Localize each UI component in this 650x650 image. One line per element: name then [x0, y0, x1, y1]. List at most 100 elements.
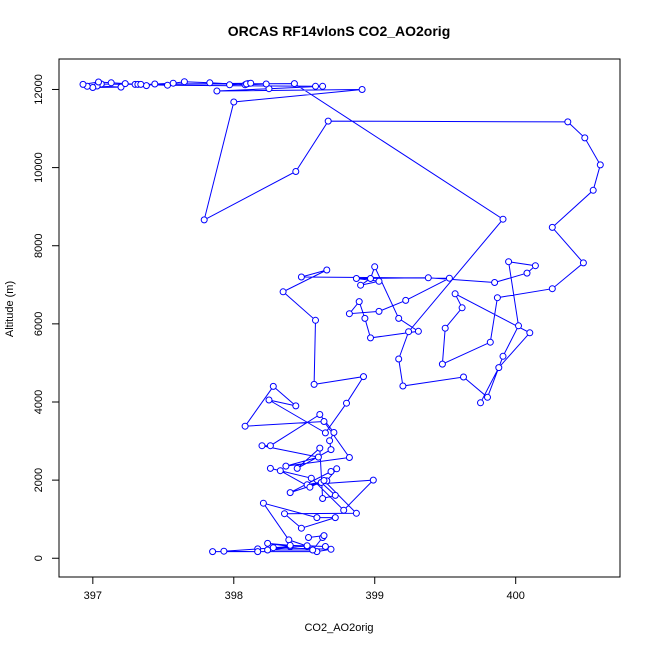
data-point	[340, 506, 348, 514]
data-point	[505, 258, 513, 266]
y-axis: 0 2000 4000 6000 8000 10000 12000	[33, 74, 60, 561]
data-point	[414, 327, 422, 335]
x-axis-label: CO2_AO2orig	[304, 622, 373, 634]
data-point	[297, 273, 305, 281]
data-point	[265, 396, 273, 404]
data-point	[369, 476, 377, 484]
x-tick-label: 398	[225, 590, 243, 602]
data-point	[151, 80, 159, 88]
data-point	[499, 215, 507, 223]
data-point	[312, 316, 319, 324]
data-point	[352, 275, 360, 282]
data-point	[264, 539, 272, 547]
data-point	[254, 548, 262, 556]
data-point	[282, 462, 290, 470]
data-point	[313, 514, 321, 522]
data-point	[327, 545, 335, 553]
data-point	[424, 274, 432, 282]
data-point	[375, 307, 383, 315]
data-point	[213, 87, 221, 95]
data-point	[484, 393, 491, 401]
y-tick-label: 4000	[33, 390, 45, 414]
data-point	[307, 474, 315, 482]
data-point	[371, 263, 379, 271]
data-point	[320, 477, 328, 484]
data-point	[320, 532, 328, 540]
data-point	[360, 373, 367, 381]
data-point	[486, 338, 494, 346]
data-point	[352, 509, 360, 517]
data-point	[293, 464, 301, 472]
data-point	[297, 524, 305, 532]
x-tick-label: 397	[84, 590, 102, 602]
data-point	[142, 82, 150, 90]
data-point	[286, 489, 294, 497]
data-point	[451, 290, 459, 298]
data-point	[493, 294, 501, 302]
data-point	[292, 168, 300, 175]
data-point	[314, 453, 322, 461]
data-point	[226, 81, 234, 89]
data-point	[121, 80, 129, 88]
data-point	[323, 266, 331, 274]
data-point	[564, 118, 572, 126]
data-point	[321, 429, 329, 437]
data-point	[200, 216, 208, 224]
y-tick-label: 10000	[33, 152, 45, 183]
data-point	[375, 277, 383, 285]
y-tick-label: 2000	[33, 468, 45, 492]
data-point	[526, 329, 534, 337]
data-point	[579, 259, 587, 267]
data-point	[327, 446, 335, 454]
data-point	[460, 373, 467, 381]
data-point	[269, 544, 277, 552]
data-point	[331, 491, 339, 499]
data-point	[355, 298, 363, 306]
data-point	[220, 547, 228, 555]
data-point	[319, 495, 327, 502]
data-point	[531, 262, 539, 270]
data-point	[316, 444, 324, 452]
data-point	[180, 78, 188, 86]
data-point	[499, 352, 507, 360]
data-point	[589, 186, 597, 194]
data-point	[581, 134, 589, 142]
data-point	[79, 80, 87, 88]
data-point	[548, 223, 556, 231]
data-point	[402, 296, 410, 304]
data-point	[266, 464, 274, 472]
data-point	[405, 328, 413, 336]
data-point	[309, 546, 317, 554]
data-point	[230, 98, 238, 106]
data-point	[320, 418, 328, 425]
data-point	[395, 355, 403, 363]
data-point	[441, 324, 449, 332]
data-point	[523, 269, 531, 277]
data-point	[292, 402, 300, 410]
data-point	[367, 275, 374, 282]
data-point	[491, 279, 499, 286]
data-point	[89, 84, 97, 91]
data-point	[438, 360, 446, 368]
data-point	[596, 161, 604, 169]
x-tick-label: 399	[366, 590, 384, 602]
x-tick-label: 400	[507, 590, 525, 602]
data-point	[306, 483, 314, 491]
data-point	[326, 437, 334, 445]
data-point	[259, 499, 267, 507]
x-axis: 397 398 399 400	[84, 576, 525, 602]
y-tick-label: 0	[33, 555, 45, 561]
data-point	[303, 542, 311, 550]
data-point	[316, 411, 324, 418]
data-point	[279, 288, 287, 296]
data-point	[333, 465, 341, 473]
data-point	[266, 442, 274, 450]
data-point	[321, 543, 329, 550]
data-point	[495, 364, 503, 372]
data-point	[345, 454, 353, 461]
data-point	[477, 399, 484, 407]
data-point	[281, 510, 288, 518]
data-point	[107, 79, 115, 87]
data-point	[331, 514, 339, 522]
